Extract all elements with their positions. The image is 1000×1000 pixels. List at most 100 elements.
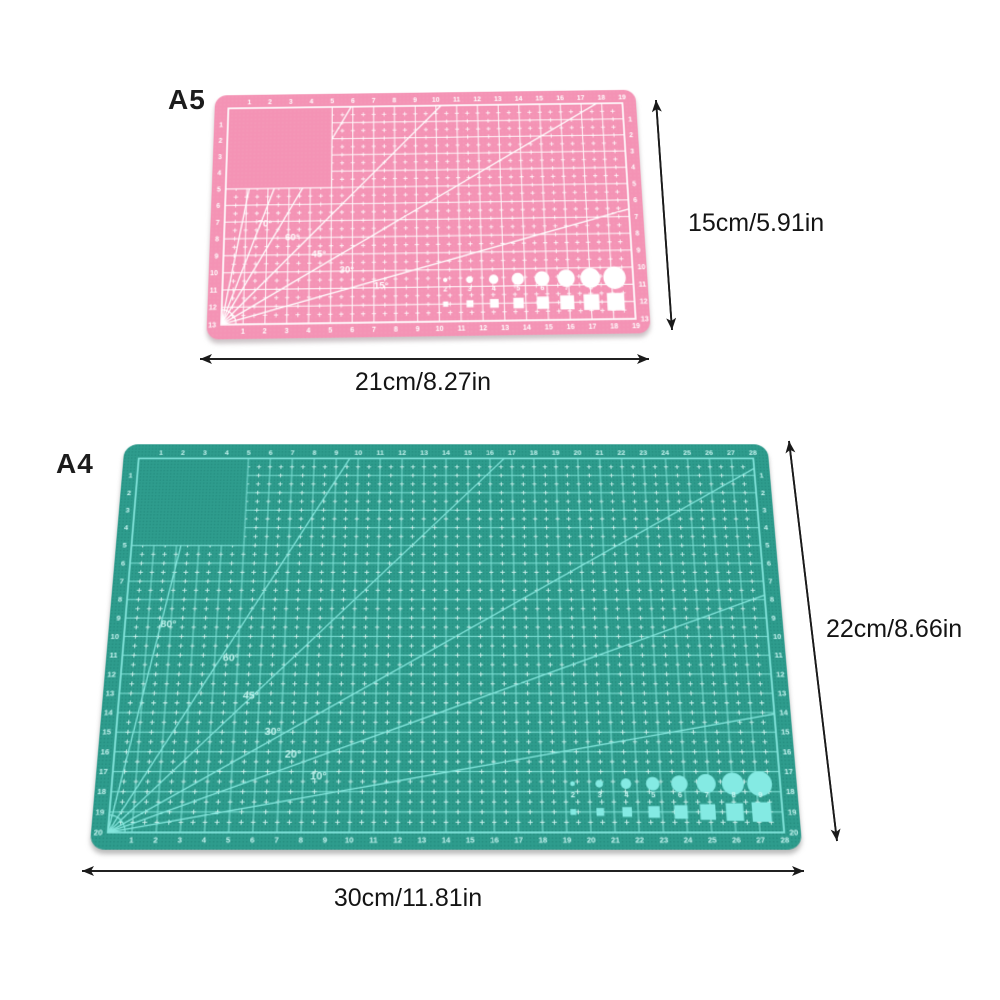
svg-text:3: 3 [597, 790, 602, 800]
a5-cutting-mat: 1 2 3 4 5 6 7 8 9 10 11 12 13 14 15 16 17 18 19 1 2 3 4 5 6 7 8 9 10… [206, 89, 651, 340]
svg-text:2: 2 [761, 488, 766, 496]
svg-text:14: 14 [523, 324, 531, 332]
svg-text:2: 2 [268, 99, 272, 106]
svg-text:8: 8 [298, 835, 303, 845]
svg-text:26: 26 [705, 448, 714, 456]
svg-text:19: 19 [95, 807, 105, 817]
svg-text:2: 2 [443, 286, 447, 293]
svg-text:9: 9 [413, 97, 417, 104]
svg-text:3: 3 [468, 286, 472, 293]
svg-text:10: 10 [637, 264, 646, 271]
svg-text:8: 8 [635, 231, 640, 238]
svg-text:9: 9 [323, 835, 328, 845]
svg-text:10: 10 [436, 326, 444, 334]
svg-text:26: 26 [732, 835, 741, 845]
svg-text:7: 7 [768, 577, 773, 586]
svg-text:9: 9 [613, 284, 618, 291]
svg-text:5: 5 [247, 448, 251, 456]
svg-text:2: 2 [571, 790, 576, 800]
svg-text:5: 5 [330, 98, 334, 105]
svg-text:60°: 60° [285, 232, 300, 242]
svg-text:3: 3 [630, 148, 634, 155]
svg-text:8: 8 [589, 284, 594, 291]
svg-text:17: 17 [514, 835, 523, 845]
svg-text:14: 14 [442, 835, 451, 845]
svg-text:6: 6 [540, 285, 544, 292]
svg-text:17: 17 [784, 767, 793, 777]
svg-text:5: 5 [328, 327, 332, 335]
svg-text:5: 5 [765, 541, 770, 550]
svg-text:15: 15 [466, 835, 475, 845]
svg-text:1: 1 [129, 835, 134, 845]
svg-text:11: 11 [376, 448, 384, 456]
svg-text:25: 25 [683, 448, 691, 456]
svg-text:19: 19 [618, 94, 626, 101]
svg-text:4: 4 [764, 523, 769, 532]
svg-text:12: 12 [776, 669, 785, 678]
svg-text:5: 5 [217, 187, 221, 194]
svg-text:16: 16 [782, 747, 791, 757]
svg-text:8: 8 [731, 790, 736, 800]
svg-text:21: 21 [611, 835, 620, 845]
svg-text:7: 7 [704, 790, 709, 800]
svg-text:60°: 60° [222, 653, 239, 664]
svg-text:18: 18 [97, 787, 106, 797]
svg-text:24: 24 [683, 835, 692, 845]
svg-text:13: 13 [208, 322, 216, 330]
svg-text:4: 4 [124, 523, 129, 532]
svg-text:10: 10 [773, 632, 782, 641]
svg-text:4: 4 [492, 286, 496, 293]
svg-text:4: 4 [217, 170, 221, 177]
svg-text:3: 3 [762, 506, 767, 515]
svg-text:4: 4 [202, 835, 207, 845]
svg-text:27: 27 [756, 835, 766, 845]
svg-text:24: 24 [661, 448, 669, 456]
svg-text:30°: 30° [264, 727, 281, 739]
svg-text:16: 16 [566, 324, 575, 332]
svg-text:22: 22 [617, 448, 625, 456]
a5-height-dimension: 15cm/5.91in [688, 209, 825, 237]
svg-text:13: 13 [494, 96, 502, 103]
svg-text:18: 18 [597, 95, 605, 102]
svg-text:10°: 10° [310, 771, 327, 783]
svg-text:18: 18 [786, 787, 795, 797]
svg-text:8: 8 [312, 448, 316, 456]
svg-text:1: 1 [759, 471, 764, 479]
svg-text:23: 23 [639, 448, 647, 456]
svg-text:18: 18 [610, 323, 619, 331]
svg-text:3: 3 [203, 448, 208, 456]
svg-text:6: 6 [766, 559, 771, 568]
svg-text:7: 7 [372, 327, 376, 335]
svg-text:12: 12 [473, 96, 481, 103]
svg-text:9: 9 [214, 253, 218, 260]
svg-text:1: 1 [241, 328, 245, 336]
svg-text:14: 14 [515, 96, 523, 103]
svg-text:16: 16 [556, 95, 564, 102]
svg-text:9: 9 [771, 613, 776, 622]
svg-text:4: 4 [310, 99, 314, 106]
svg-text:15: 15 [102, 727, 111, 737]
svg-text:20: 20 [587, 835, 596, 845]
svg-text:5: 5 [122, 541, 127, 550]
svg-text:8: 8 [394, 326, 398, 334]
a5-height-arrow [651, 99, 673, 331]
svg-text:13: 13 [417, 835, 426, 845]
svg-text:2: 2 [629, 132, 633, 139]
svg-text:28: 28 [749, 448, 758, 456]
svg-text:9: 9 [758, 790, 763, 800]
svg-text:30°: 30° [339, 264, 354, 275]
svg-text:14: 14 [442, 448, 450, 456]
svg-text:7: 7 [119, 577, 124, 586]
svg-text:6: 6 [268, 448, 272, 456]
svg-text:20: 20 [93, 827, 103, 837]
svg-text:11: 11 [453, 97, 461, 104]
svg-text:7: 7 [634, 214, 639, 221]
svg-text:17: 17 [99, 767, 108, 777]
svg-text:19: 19 [551, 448, 559, 456]
svg-text:9: 9 [334, 448, 338, 456]
svg-text:11: 11 [109, 651, 118, 660]
svg-text:6: 6 [350, 327, 354, 335]
svg-text:6: 6 [216, 203, 220, 210]
svg-text:20: 20 [573, 448, 581, 456]
